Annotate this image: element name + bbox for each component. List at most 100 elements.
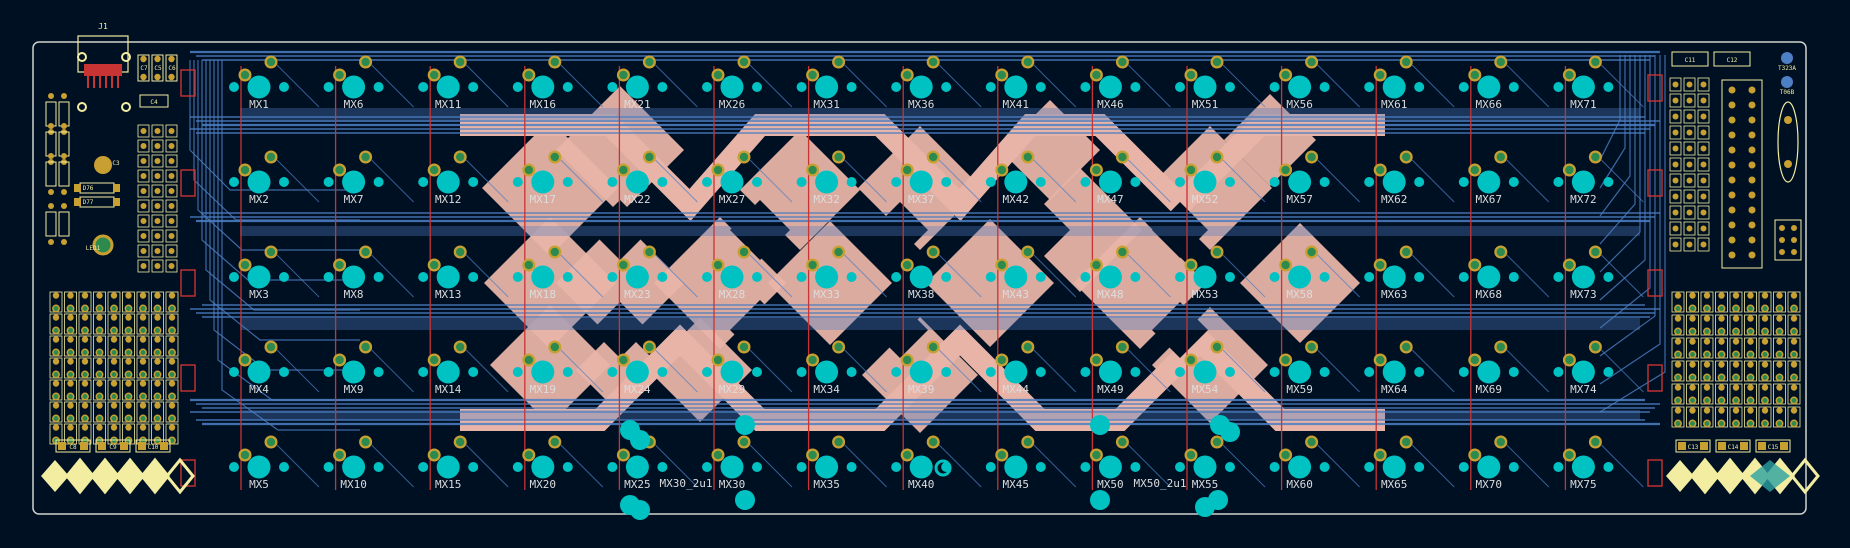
back-track-diagonal — [844, 64, 887, 108]
switch-label: MX49 — [1097, 383, 1124, 396]
pad — [1790, 373, 1798, 382]
pad — [1703, 419, 1711, 428]
pad — [1700, 81, 1707, 88]
switch-label: MX26 — [719, 98, 746, 111]
switch-mount-hole — [1603, 272, 1614, 282]
switch-center-hole — [436, 170, 460, 194]
switch-pad — [903, 355, 912, 365]
pad — [1746, 350, 1755, 359]
switch-mount-hole — [1269, 272, 1280, 282]
switch-pad — [430, 260, 439, 270]
switch-mount-hole — [985, 82, 996, 92]
back-track-diagonal — [1601, 254, 1644, 298]
pad — [52, 392, 60, 401]
switch-label: MX35 — [813, 478, 840, 491]
switch-center-hole — [531, 455, 555, 479]
switch-mount-hole — [279, 177, 289, 187]
switch-pad — [1376, 450, 1385, 460]
pad — [1748, 116, 1756, 124]
switch-mount-hole — [985, 177, 996, 187]
back-bus-band — [240, 226, 1640, 236]
switch-pad — [1212, 57, 1222, 67]
pad — [1747, 361, 1754, 368]
pad — [124, 392, 133, 401]
smd-outline — [1683, 109, 1696, 124]
diode-outline — [180, 169, 196, 197]
switch-center-hole — [1288, 170, 1312, 194]
smd-outline — [165, 214, 178, 228]
back-track-diagonal — [938, 159, 982, 203]
switch-center-hole — [1098, 265, 1122, 289]
switch-label: MX27 — [719, 193, 746, 206]
component-ref-label: C5 — [154, 65, 162, 72]
switch-footprint — [1080, 55, 1141, 99]
switch-pad — [929, 152, 938, 162]
pad — [1746, 304, 1755, 313]
component-ref-label: D77 — [83, 199, 94, 206]
smd-outline — [137, 259, 150, 273]
switch-footprint — [796, 55, 857, 99]
switch-footprint — [1364, 245, 1425, 289]
back-track-diagonal — [276, 444, 320, 488]
switch-mount-hole — [846, 82, 857, 92]
switch-mount-hole — [796, 272, 807, 282]
switch-pad — [1212, 342, 1222, 352]
pad — [124, 348, 133, 357]
switch-label: MX34 — [813, 383, 840, 396]
pad — [1761, 361, 1769, 368]
switch-mount-hole — [607, 272, 618, 282]
component-ref-label: T323A — [1778, 65, 1796, 72]
pad — [1761, 315, 1769, 322]
switch-mount-hole — [229, 367, 239, 377]
back-track-diagonal — [1222, 349, 1266, 393]
pad — [1761, 304, 1769, 313]
pad — [96, 314, 103, 321]
switch-mount-hole — [657, 462, 668, 472]
smd-outline — [1697, 237, 1710, 252]
pad — [1703, 384, 1711, 391]
pad — [110, 380, 118, 387]
switch-mount-hole — [468, 177, 479, 187]
pad — [67, 358, 74, 365]
switch-pad — [1023, 57, 1032, 67]
switch-footprint — [891, 245, 952, 289]
pad — [1728, 101, 1736, 109]
pad — [1686, 145, 1693, 152]
pad — [1748, 251, 1756, 259]
switch-footprint — [985, 245, 1046, 289]
switch-pad — [929, 57, 938, 67]
switch-pad — [1591, 152, 1600, 162]
smd-outline — [1683, 93, 1696, 108]
switch-pad — [266, 437, 276, 447]
switch-footprint — [1080, 245, 1141, 289]
smd-outline — [137, 139, 150, 153]
switch-mount-hole — [1035, 272, 1046, 282]
switch-label: MX24 — [624, 383, 651, 396]
switch-mount-hole — [1364, 177, 1375, 187]
logo-diamond — [116, 460, 144, 492]
switch-footprint — [1458, 55, 1519, 99]
switch-mount-hole — [1553, 272, 1564, 282]
switch-label: MX47 — [1097, 193, 1124, 206]
switch-label: MX13 — [435, 288, 462, 301]
fill-cutout — [872, 202, 928, 258]
capacitor-outline — [1671, 51, 1709, 67]
switch-pad — [739, 247, 749, 257]
switch-pad — [1092, 70, 1101, 80]
smd-outline — [1697, 125, 1710, 140]
smd-outline — [1683, 205, 1696, 220]
pad — [168, 248, 175, 254]
stabilizer-hole — [1090, 490, 1110, 510]
pad — [1728, 176, 1736, 184]
pad — [140, 248, 147, 254]
pad — [154, 358, 161, 365]
pad — [1780, 442, 1788, 450]
switch-footprint — [702, 340, 762, 384]
pad — [1791, 225, 1797, 231]
pad — [110, 326, 118, 335]
pad — [168, 73, 175, 81]
switch-pad — [1307, 57, 1316, 67]
back-track-diagonal — [844, 349, 887, 393]
pad — [168, 292, 176, 299]
switch-footprint — [1364, 150, 1425, 194]
